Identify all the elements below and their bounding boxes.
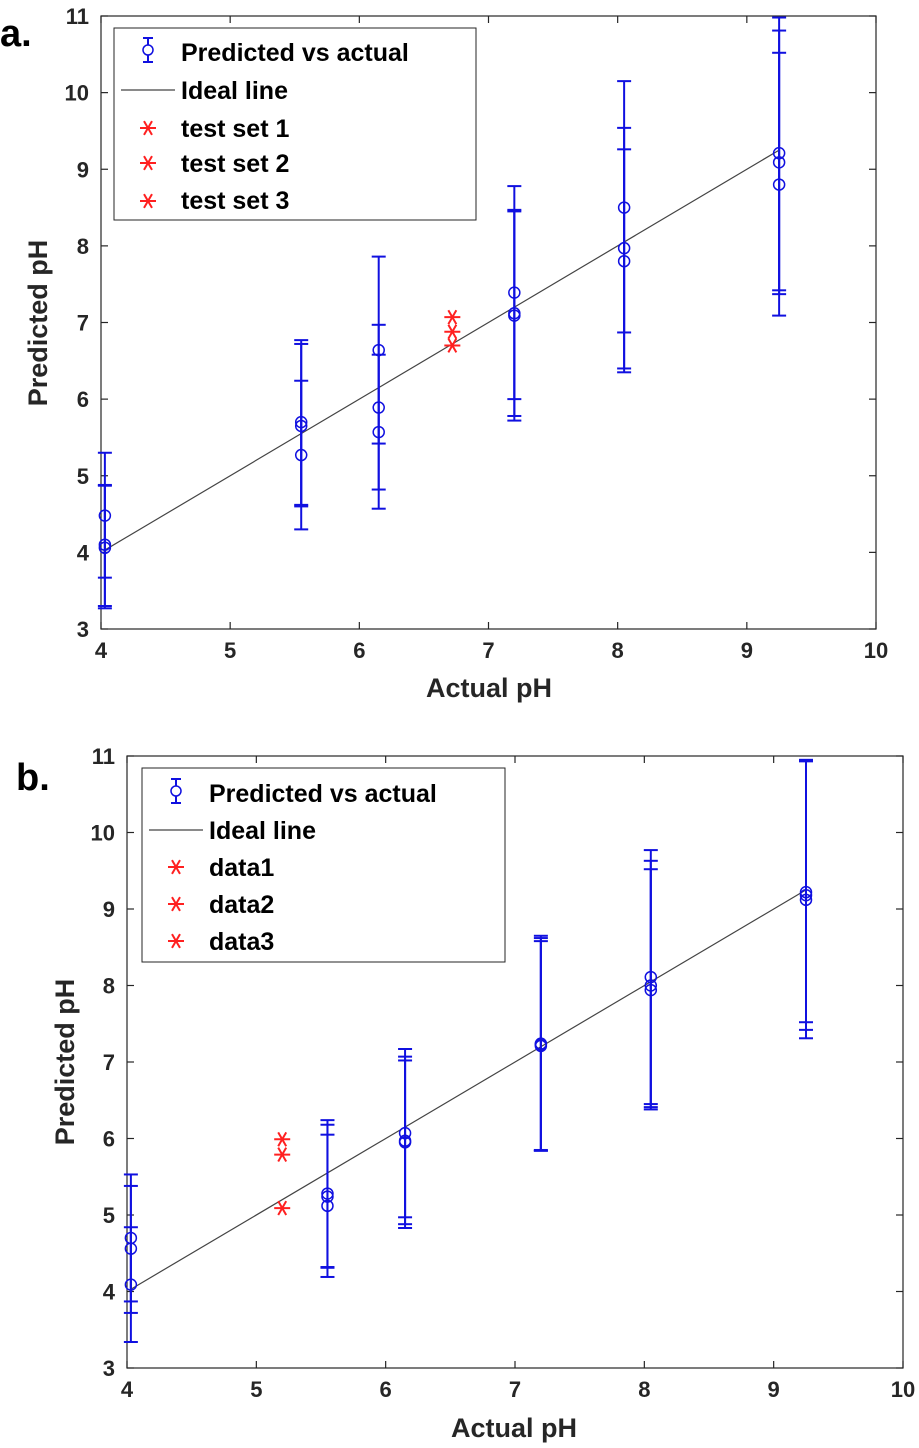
panel-a-legend-entry-ideal-line: Ideal line [181, 77, 288, 105]
panel-b-y-tick-label: 4 [103, 1280, 116, 1305]
panel-b-legend-star-glyph-3 [168, 933, 184, 949]
panel-a-x-tick-label: 6 [353, 638, 365, 663]
panel-a-x-tick-label: 10 [864, 638, 888, 663]
panel-b-legend-glyphs [149, 778, 203, 949]
panel-a-legend-entry-predicted: Predicted vs actual [181, 39, 409, 67]
panel-b-ticks [126, 755, 904, 1369]
panel-a-x-tick-label: 7 [482, 638, 494, 663]
panel-a-y-axis-label: Predicted pH [23, 240, 53, 407]
panel-b-predicted-point [321, 1199, 334, 1213]
panel-b-x-tick-label: 7 [509, 1377, 521, 1402]
panel-a-y-tick-label: 6 [77, 387, 89, 412]
panel-a-data [97, 16, 787, 610]
panel-b-predicted-point [799, 893, 813, 907]
panel-b-predicted-point [644, 983, 658, 997]
panel-b-legend-star-glyph-2 [168, 896, 184, 912]
panel-a-y-tick-label: 4 [77, 540, 90, 565]
panel-a-y-tick-label: 11 [66, 4, 89, 29]
panel-a-predicted-point [772, 178, 786, 191]
panel-b-test-point-3 [274, 1200, 291, 1216]
panel-b-x-tick-label: 9 [768, 1377, 780, 1402]
panel-a-legend-entry-test-set-2: test set 2 [181, 150, 289, 178]
panel-b-legend-circle-glyph [170, 785, 182, 797]
panel-b-y-tick-label: 6 [103, 1127, 115, 1152]
panel-a-x-axis-label: Actual pH [426, 673, 552, 703]
panel-b-x-tick-label: 6 [380, 1377, 392, 1402]
panel-a-label: a. [0, 13, 32, 55]
panel-a-legend-entry-test-set-3: test set 3 [181, 187, 289, 215]
panel-b-x-tick-label: 5 [250, 1377, 262, 1402]
panel-a-predicted-point [294, 448, 308, 462]
panel-b-x-tick-label: 10 [891, 1377, 915, 1402]
panel-b-x-tick-label: 8 [638, 1377, 650, 1402]
panel-a-legend-box [113, 27, 477, 221]
panel-b-test-point-2 [274, 1147, 291, 1162]
panel-a-x-tick-label: 5 [224, 638, 236, 663]
panel-a-test-point-1 [444, 309, 461, 325]
panel-a-ideal-line [104, 149, 780, 551]
panel-b-predicted-point [124, 1278, 138, 1291]
panel-a-legend-star-glyph-2 [140, 155, 156, 171]
panel-b-predicted-point [398, 1136, 412, 1149]
panel-a-test-point-2 [444, 324, 461, 340]
panel-b-y-tick-label: 5 [103, 1203, 115, 1228]
panel-b-y-tick-label: 7 [103, 1050, 115, 1075]
panel-b-ideal-line [130, 889, 807, 1290]
panel-b-legend: Predicted vs actual Ideal line data1 dat… [141, 767, 506, 963]
panel-b-predicted-point [534, 1039, 548, 1053]
panel-a-legend-star-glyph-1 [140, 120, 156, 136]
panel-a-predicted-point [617, 254, 631, 268]
panel-a-legend-entry-test-set-1: test set 1 [181, 115, 289, 143]
panel-b-legend-star-glyph-1 [168, 859, 184, 875]
panel-b-x-axis-label: Actual pH [451, 1413, 577, 1443]
panel-b-label: b. [16, 757, 50, 799]
panel-a-x-tick-label: 9 [741, 638, 753, 663]
panel-b-y-tick-label: 10 [91, 821, 115, 846]
panel-b-y-tick-label: 11 [92, 744, 115, 769]
panel-a-legend: Predicted vs actual Ideal line test set … [113, 27, 477, 221]
panel-a-y-tick-label: 5 [77, 464, 89, 489]
panel-b-y-axis-label: Predicted pH [50, 979, 80, 1146]
panel-a-y-tick-label: 7 [77, 311, 89, 336]
panel-a-legend-glyphs [121, 37, 175, 209]
panel-b-test-point-1 [274, 1131, 291, 1147]
panel-b-legend-entry-data2: data2 [209, 891, 274, 919]
panel-b-legend-entry-data3: data3 [209, 928, 274, 956]
panel-a-predicted-point [98, 541, 112, 555]
panel-a-legend-star-glyph-3 [140, 193, 156, 209]
panel-a-test-point-3 [444, 338, 461, 353]
panel-a-y-tick-label: 8 [77, 234, 89, 259]
panel-b-legend-entry-ideal-line: Ideal line [209, 817, 316, 845]
panel-a-x-tick-label: 8 [612, 638, 624, 663]
panel-b-x-tick-label: 4 [121, 1377, 134, 1402]
panel-b-y-tick-label: 8 [103, 974, 115, 999]
panel-b-data [123, 758, 813, 1343]
panel-b-legend-box [141, 767, 506, 963]
panel-b-legend-entry-predicted: Predicted vs actual [209, 780, 437, 808]
panel-b-y-tick-label: 3 [103, 1356, 115, 1381]
panel-a-predicted-point [508, 309, 521, 322]
panel-a-y-tick-label: 3 [77, 617, 89, 642]
panel-a-legend-circle-glyph [142, 44, 154, 56]
panel-a-predicted-point [372, 425, 385, 439]
panel-b-legend-entry-data1: data1 [209, 854, 274, 882]
panel-a-y-tick-label: 10 [65, 81, 89, 106]
panel-a-x-tick-label: 4 [95, 638, 108, 663]
panel-a-y-tick-label: 9 [77, 157, 89, 182]
panel-b-y-tick-label: 9 [103, 897, 115, 922]
